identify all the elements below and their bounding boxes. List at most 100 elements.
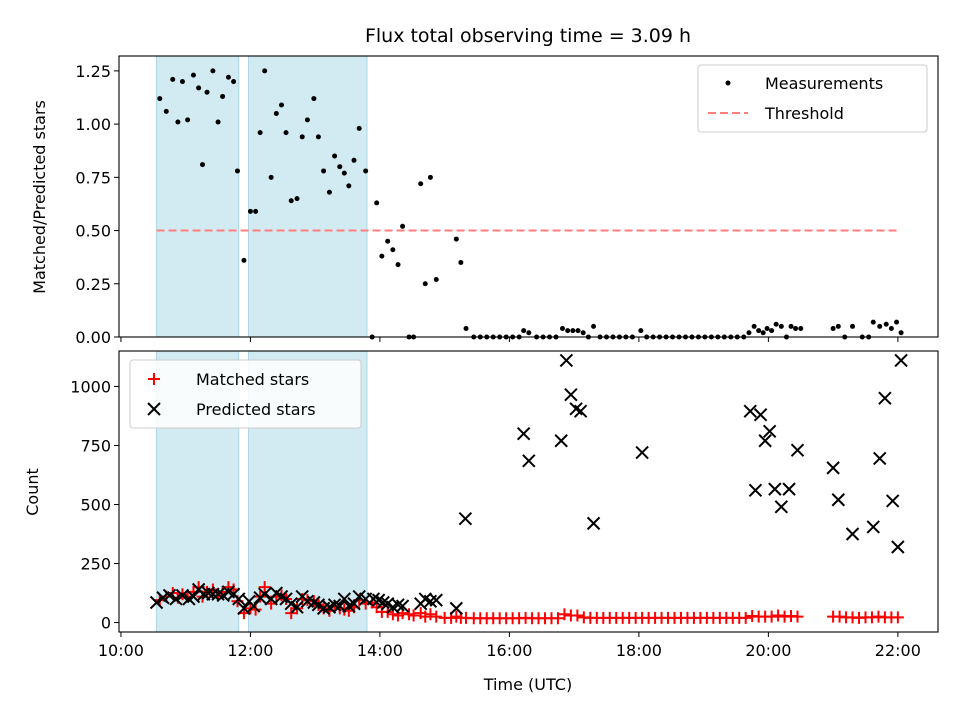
- y-tick-label: 0.25: [75, 275, 111, 294]
- measurement-points: [157, 68, 904, 340]
- predicted-star-point: [573, 404, 588, 418]
- measurement-point: [764, 325, 770, 331]
- measurement-point: [315, 134, 321, 140]
- measurement-point: [400, 223, 406, 229]
- measurement-point: [175, 119, 181, 125]
- y-tick-label: 750: [80, 436, 111, 455]
- predicted-star-point: [516, 426, 531, 441]
- measurement-point: [163, 108, 169, 114]
- x-axis-label: Time (UTC): [483, 675, 572, 694]
- matched-star-point: [430, 610, 443, 623]
- predicted-star-point: [586, 516, 601, 531]
- predicted-star-point: [774, 500, 789, 514]
- measurement-point: [157, 96, 163, 102]
- measurement-point: [241, 257, 247, 263]
- measurement-point: [559, 325, 565, 331]
- predicted-star-point: [327, 598, 342, 612]
- x-tick-label: 16:00: [486, 641, 532, 660]
- measurement-point: [374, 200, 380, 206]
- measurement-point: [385, 238, 391, 244]
- measurement-point: [427, 174, 433, 180]
- measurement-point: [200, 162, 206, 168]
- measurement-point: [356, 125, 362, 131]
- legend-matched-label: Matched stars: [196, 370, 309, 389]
- measurement-point: [288, 198, 294, 204]
- predicted-star-point: [790, 443, 805, 457]
- predicted-star-point: [458, 511, 473, 526]
- legend-threshold-label: Threshold: [764, 104, 844, 123]
- top-y-ticks: 0.00 0.25 0.50 0.75 1.00 1.25: [75, 62, 119, 347]
- x-tick-label: 12:00: [227, 641, 273, 660]
- measurement-point: [526, 330, 532, 336]
- predicted-star-point: [845, 527, 860, 541]
- predicted-star-point: [290, 600, 304, 614]
- predicted-star-point: [782, 482, 796, 496]
- x-tick-label: 22:00: [875, 641, 921, 660]
- predicted-star-point: [559, 353, 574, 368]
- predicted-star-point: [395, 599, 410, 613]
- predicted-star-point: [873, 451, 887, 466]
- predicted-star-point: [564, 387, 578, 402]
- y-tick-label: 0.75: [75, 168, 111, 187]
- matched-star-point: [765, 610, 778, 623]
- matched-star-point: [419, 610, 432, 623]
- predicted-star-point: [237, 601, 251, 616]
- measurement-point: [257, 130, 263, 136]
- predicted-star-point: [429, 593, 443, 607]
- x-tick-label: 14:00: [357, 641, 403, 660]
- x-tick-label: 18:00: [616, 641, 662, 660]
- measurement-point: [760, 330, 766, 336]
- predicted-star-point: [522, 454, 536, 468]
- measurement-point: [778, 323, 784, 329]
- legend-measurements-marker: [725, 80, 731, 86]
- measurement-point: [341, 170, 347, 176]
- measurement-point: [294, 196, 300, 202]
- predicted-star-point: [831, 493, 846, 507]
- predicted-star-point: [232, 592, 246, 606]
- y-tick-label: 1.00: [75, 115, 111, 134]
- measurement-point: [231, 79, 237, 85]
- legend-measurements-label: Measurements: [765, 74, 883, 93]
- bottom-panel: 0 250 500 750 1000 10:00 12:00 14:00 16:00 18:00…: [23, 350, 939, 694]
- measurement-point: [888, 325, 894, 331]
- x-tick-label: 20:00: [745, 641, 791, 660]
- predicted-star-point: [554, 434, 568, 448]
- chart-title: Flux total observing time = 3.09 h: [365, 25, 691, 47]
- predicted-star-point: [162, 588, 177, 603]
- measurement-point: [565, 328, 571, 334]
- bottom-legend: Matched stars Predicted stars: [129, 359, 362, 429]
- predicted-star-point: [376, 595, 390, 610]
- y-tick-label: 0.00: [75, 328, 111, 347]
- measurement-point: [326, 189, 332, 195]
- matched-star-point: [891, 611, 904, 624]
- measurement-point: [580, 330, 586, 336]
- predicted-star-point: [748, 483, 763, 498]
- measurement-point: [830, 325, 836, 331]
- predicted-star-point: [449, 601, 464, 616]
- measurement-point: [321, 168, 327, 174]
- measurement-point: [225, 74, 231, 80]
- predicted-star-point: [885, 494, 900, 508]
- measurement-point: [521, 328, 527, 334]
- measurement-point: [363, 168, 369, 174]
- measurement-point: [433, 277, 439, 283]
- top-y-axis-label: Matched/Predicted stars: [30, 100, 49, 294]
- predicted-star-point: [257, 587, 272, 601]
- predicted-star-point: [762, 424, 777, 438]
- predicted-star-point: [169, 592, 183, 606]
- measurement-point: [894, 319, 900, 325]
- measurement-point: [215, 119, 221, 125]
- measurement-point: [210, 68, 216, 74]
- measurement-point: [458, 259, 464, 265]
- measurement-point: [346, 183, 352, 189]
- predicted-star-point: [753, 408, 768, 422]
- measurement-point: [337, 164, 343, 170]
- measurement-point: [273, 110, 279, 116]
- measurement-point: [835, 323, 841, 329]
- bottom-legend-box: [129, 359, 362, 429]
- measurement-point: [234, 168, 240, 174]
- measurement-point: [268, 174, 274, 180]
- measurement-point: [769, 328, 775, 334]
- legend-predicted-label: Predicted stars: [196, 400, 316, 419]
